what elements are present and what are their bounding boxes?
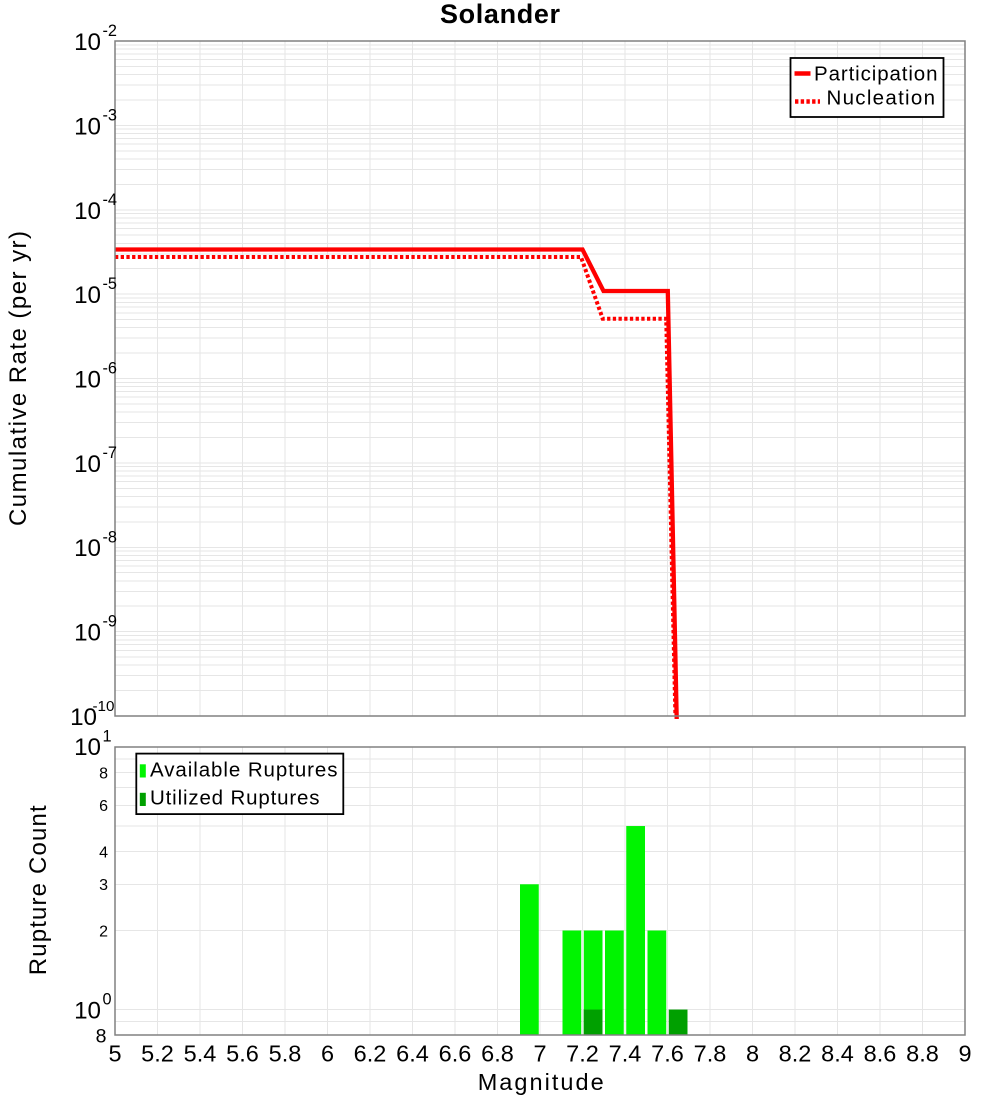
svg-text:6.8: 6.8 — [481, 1040, 514, 1066]
svg-text:6: 6 — [321, 1040, 334, 1066]
svg-text:10: 10 — [70, 704, 97, 731]
svg-text:7.2: 7.2 — [566, 1040, 599, 1066]
svg-text:10: 10 — [74, 282, 101, 309]
svg-text:Magnitude: Magnitude — [478, 1069, 604, 1095]
svg-text:4: 4 — [99, 844, 108, 861]
svg-text:5.6: 5.6 — [226, 1040, 259, 1066]
svg-text:8.6: 8.6 — [864, 1040, 897, 1066]
svg-text:Utilized Ruptures: Utilized Ruptures — [150, 787, 320, 810]
svg-text:6.4: 6.4 — [396, 1040, 429, 1066]
svg-text:-6: -6 — [103, 360, 117, 378]
svg-text:8.8: 8.8 — [906, 1040, 939, 1066]
svg-text:3: 3 — [99, 877, 108, 894]
svg-text:7.6: 7.6 — [651, 1040, 684, 1066]
svg-text:8.4: 8.4 — [821, 1040, 854, 1066]
svg-text:Rupture Count: Rupture Count — [25, 805, 52, 975]
svg-text:Solander: Solander — [440, 0, 560, 29]
svg-text:Participation: Participation — [814, 62, 938, 85]
svg-text:8: 8 — [746, 1040, 759, 1066]
svg-text:6: 6 — [99, 798, 108, 815]
svg-text:Cumulative Rate (per yr): Cumulative Rate (per yr) — [5, 231, 32, 526]
svg-text:8: 8 — [96, 1026, 107, 1048]
svg-text:-8: -8 — [103, 528, 117, 546]
svg-text:10: 10 — [74, 998, 101, 1025]
svg-text:5: 5 — [108, 1040, 121, 1066]
svg-text:10: 10 — [74, 113, 101, 140]
svg-text:10: 10 — [74, 367, 101, 394]
svg-text:-10: -10 — [93, 698, 115, 715]
svg-text:-9: -9 — [103, 613, 117, 631]
svg-text:1: 1 — [103, 727, 112, 745]
svg-text:5.4: 5.4 — [184, 1040, 217, 1066]
svg-text:9: 9 — [958, 1040, 971, 1066]
svg-text:10: 10 — [74, 29, 101, 56]
svg-text:-4: -4 — [103, 191, 117, 209]
svg-text:7: 7 — [533, 1040, 546, 1066]
svg-text:-3: -3 — [103, 107, 117, 125]
svg-text:6.6: 6.6 — [439, 1040, 472, 1066]
svg-text:-7: -7 — [103, 444, 117, 462]
svg-text:7.8: 7.8 — [694, 1040, 727, 1066]
svg-text:10: 10 — [74, 198, 101, 225]
svg-text:0: 0 — [103, 991, 112, 1009]
svg-text:10: 10 — [74, 620, 101, 647]
svg-text:-5: -5 — [103, 275, 117, 293]
svg-text:8: 8 — [99, 765, 108, 782]
svg-text:5.2: 5.2 — [141, 1040, 174, 1066]
svg-text:7.4: 7.4 — [609, 1040, 642, 1066]
svg-text:-2: -2 — [103, 22, 117, 40]
svg-text:10: 10 — [74, 535, 101, 562]
svg-text:6.2: 6.2 — [354, 1040, 387, 1066]
svg-text:10: 10 — [74, 734, 101, 761]
svg-text:2: 2 — [99, 923, 108, 940]
svg-text:Available Ruptures: Available Ruptures — [150, 758, 338, 781]
svg-text:5.8: 5.8 — [269, 1040, 302, 1066]
svg-text:Nucleation: Nucleation — [827, 86, 936, 109]
svg-text:10: 10 — [74, 451, 101, 478]
svg-text:8.2: 8.2 — [779, 1040, 812, 1066]
